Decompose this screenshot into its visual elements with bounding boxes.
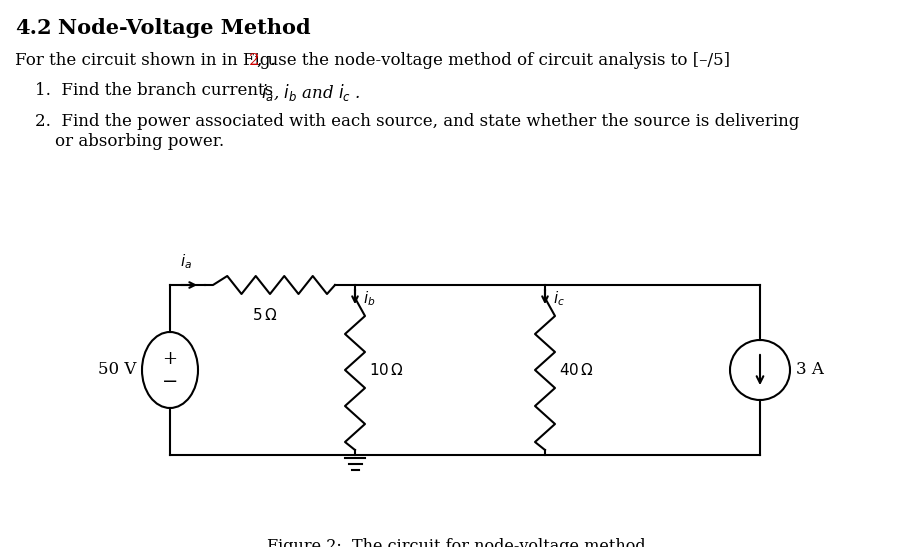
Text: For the circuit shown in in Fig.: For the circuit shown in in Fig.	[15, 52, 281, 69]
Text: $i_a$, $i_b$ and $i_c$ .: $i_a$, $i_b$ and $i_c$ .	[261, 82, 361, 103]
Text: $i_a$: $i_a$	[180, 252, 192, 271]
Text: Figure 2:  The circuit for node-voltage method: Figure 2: The circuit for node-voltage m…	[268, 538, 645, 547]
Text: 4.2: 4.2	[15, 18, 52, 38]
Text: 2: 2	[249, 52, 259, 69]
Text: $40\,\Omega$: $40\,\Omega$	[559, 362, 594, 378]
Text: $10\,\Omega$: $10\,\Omega$	[369, 362, 404, 378]
Text: or absorbing power.: or absorbing power.	[55, 133, 224, 150]
Text: $i_c$: $i_c$	[553, 290, 565, 309]
Text: $5\,\Omega$: $5\,\Omega$	[252, 307, 278, 323]
Text: −: −	[162, 373, 178, 391]
Text: 1.  Find the branch currents: 1. Find the branch currents	[35, 82, 278, 99]
Text: 3 A: 3 A	[796, 362, 824, 379]
Text: Node-Voltage Method: Node-Voltage Method	[58, 18, 310, 38]
Text: 2.  Find the power associated with each source, and state whether the source is : 2. Find the power associated with each s…	[35, 113, 800, 130]
Text: +: +	[163, 350, 177, 368]
Text: , use the node-voltage method of circuit analysis to [–/5]: , use the node-voltage method of circuit…	[257, 52, 730, 69]
Text: 50 V: 50 V	[98, 362, 136, 379]
Text: $i_b$: $i_b$	[363, 290, 375, 309]
